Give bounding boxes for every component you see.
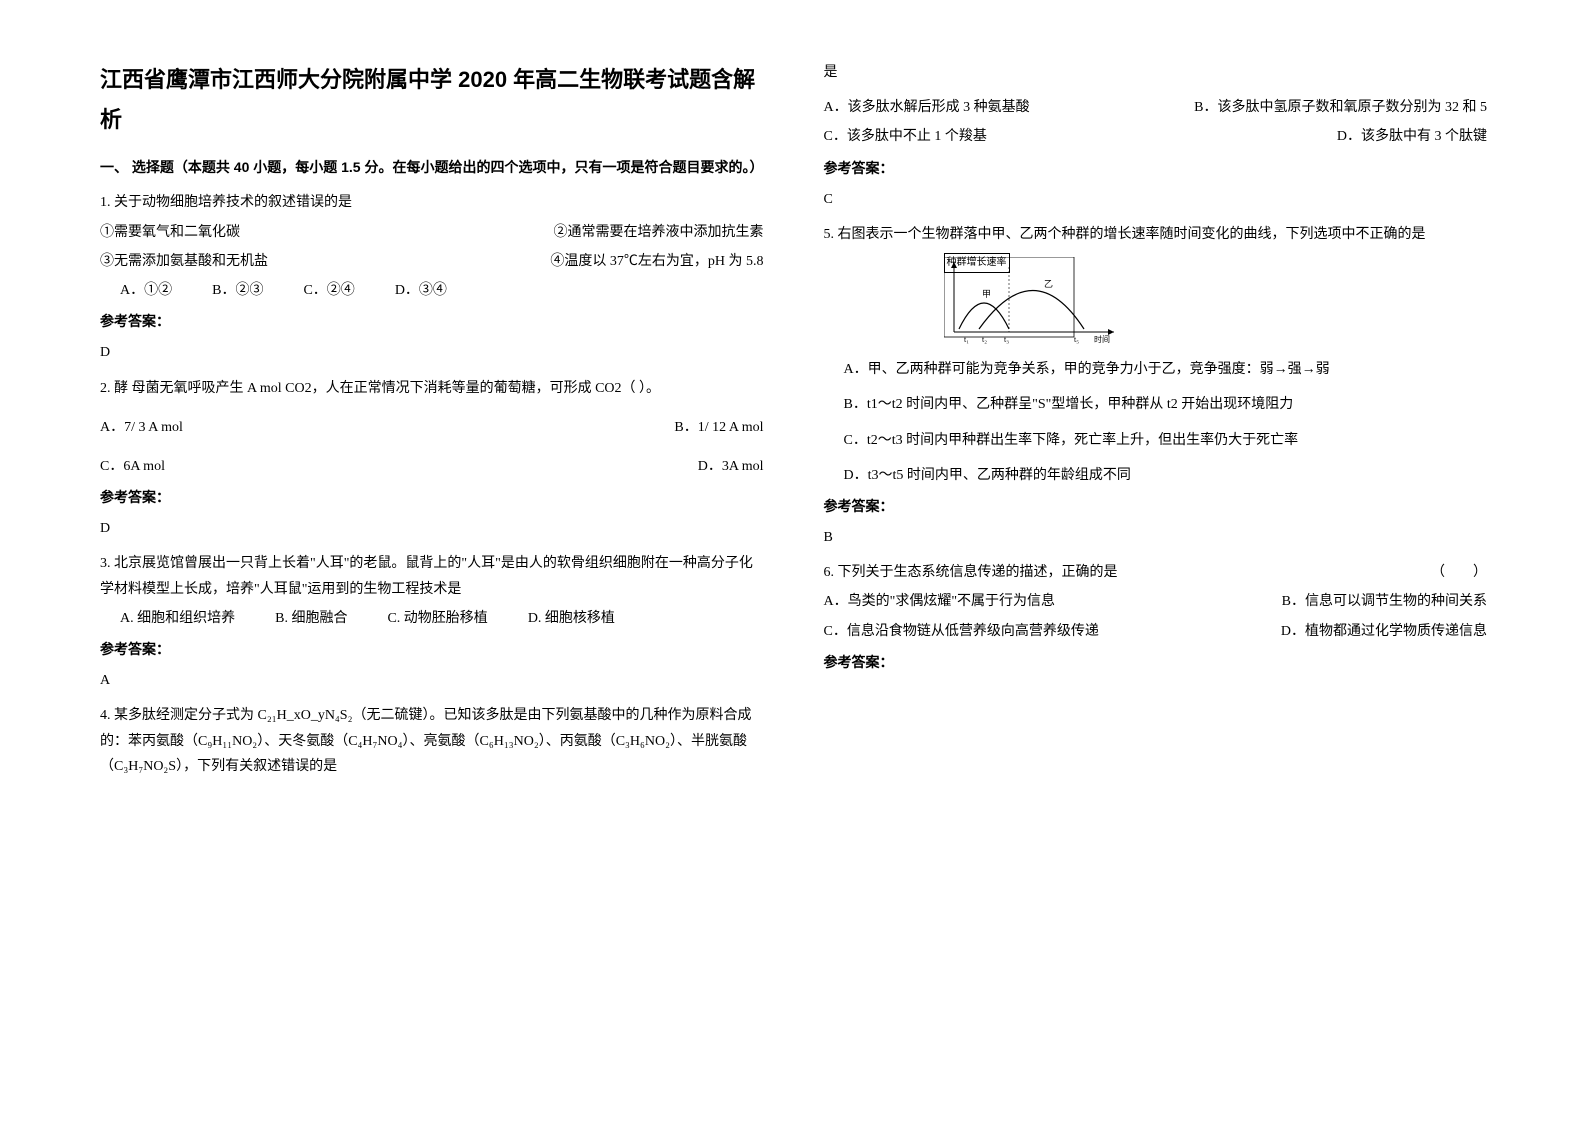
q2-stem: 2. 酵 母菌无氧呼吸产生 A mol CO2，人在正常情况下消耗等量的葡萄糖，… — [100, 376, 764, 401]
q6-stem: 6. 下列关于生态系统信息传递的描述，正确的是 — [824, 560, 1118, 585]
question-4: 4. 某多肽经测定分子式为 C₂₁H_xO_yN₄S₂（无二硫键）。已知该多肽是… — [100, 703, 764, 779]
q3-option-a: A. 细胞和组织培养 — [120, 606, 235, 631]
q6-option-d: D．植物都通过化学物质传递信息 — [1281, 619, 1487, 644]
growth-rate-chart: 甲 乙 t₁ t₂ t₃ t₅ 时间 种群增长速率 — [944, 257, 1124, 347]
q4-option-a: A．该多肽水解后形成 3 种氨基酸 — [824, 95, 1030, 120]
q5-option-c: C．t2～t3 时间内甲种群出生率下降，死亡率上升，但出生率仍大于死亡率 — [844, 428, 1488, 453]
answer-label: 参考答案： — [824, 650, 1488, 675]
q3-stem: 3. 北京展览馆曾展出一只背上长着"人耳"的老鼠。鼠背上的"人耳"是由人的软骨组… — [100, 551, 764, 601]
q2-answer: D — [100, 516, 764, 541]
answer-label: 参考答案： — [824, 494, 1488, 519]
question-6: 6. 下列关于生态系统信息传递的描述，正确的是 （ ） A．鸟类的"求偶炫耀"不… — [824, 560, 1488, 675]
q1-option-c: C．②④ — [303, 278, 354, 303]
q4-option-c: C．该多肽中不止 1 个羧基 — [824, 124, 987, 149]
q3-option-d: D. 细胞核移植 — [528, 606, 615, 631]
question-3: 3. 北京展览馆曾展出一只背上长着"人耳"的老鼠。鼠背上的"人耳"是由人的软骨组… — [100, 551, 764, 693]
exam-title: 江西省鹰潭市江西师大分院附属中学 2020 年高二生物联考试题含解析 — [100, 60, 764, 139]
q4-option-b: B．该多肽中氢原子数和氧原子数分别为 32 和 5 — [1194, 95, 1487, 120]
answer-label: 参考答案： — [100, 637, 764, 662]
q1-option-d: D．③④ — [395, 278, 447, 303]
q2-option-c: C．6A mol — [100, 454, 165, 479]
answer-label: 参考答案： — [100, 309, 764, 334]
answer-label: 参考答案： — [100, 485, 764, 510]
q6-option-c: C．信息沿食物链从低营养级向高营养级传递 — [824, 619, 1099, 644]
q1-item-1: ①需要氧气和二氧化碳 — [100, 220, 240, 245]
q1-option-b: B．②③ — [212, 278, 263, 303]
q5-option-a: A．甲、乙两种群可能为竞争关系，甲的竞争力小于乙，竞争强度：弱→强→弱 — [844, 357, 1488, 382]
question-5: 5. 右图表示一个生物群落中甲、乙两个种群的增长速率随时间变化的曲线，下列选项中… — [824, 222, 1488, 550]
svg-text:乙: 乙 — [1044, 279, 1053, 289]
q1-answer: D — [100, 340, 764, 365]
q3-option-c: C. 动物胚胎移植 — [387, 606, 487, 631]
right-column: 是 A．该多肽水解后形成 3 种氨基酸 B．该多肽中氢原子数和氧原子数分别为 3… — [824, 60, 1488, 1062]
q5-answer: B — [824, 525, 1488, 550]
q2-option-b: B．1/ 12 A mol — [674, 415, 763, 440]
q4-option-d: D．该多肽中有 3 个肽键 — [1337, 124, 1487, 149]
q1-item-4: ④温度以 37℃左右为宜，pH 为 5.8 — [550, 249, 763, 274]
svg-text:时间: 时间 — [1094, 334, 1110, 344]
q1-stem: 1. 关于动物细胞培养技术的叙述错误的是 — [100, 190, 764, 215]
q4-cont-tail: 是 — [824, 60, 1488, 85]
q5-stem: 5. 右图表示一个生物群落中甲、乙两个种群的增长速率随时间变化的曲线，下列选项中… — [824, 222, 1488, 247]
q4-answer: C — [824, 187, 1488, 212]
q1-option-a: A．①② — [120, 278, 172, 303]
q2-option-d: D．3A mol — [698, 454, 764, 479]
left-column: 江西省鹰潭市江西师大分院附属中学 2020 年高二生物联考试题含解析 一、 选择… — [100, 60, 764, 1062]
q3-answer: A — [100, 668, 764, 693]
section-1-head: 一、 选择题（本题共 40 小题，每小题 1.5 分。在每小题给出的四个选项中，… — [100, 155, 764, 180]
q4-stem: 4. 某多肽经测定分子式为 C₂₁H_xO_yN₄S₂（无二硫键）。已知该多肽是… — [100, 703, 764, 779]
chart-ylabel: 种群增长速率 — [944, 253, 1010, 273]
answer-label: 参考答案： — [824, 156, 1488, 181]
svg-text:t₅: t₅ — [1074, 335, 1079, 344]
q6-blank: （ ） — [1431, 560, 1487, 585]
svg-text:甲: 甲 — [982, 289, 991, 299]
q2-option-a: A．7/ 3 A mol — [100, 415, 183, 440]
svg-text:t₁: t₁ — [964, 335, 969, 344]
question-1: 1. 关于动物细胞培养技术的叙述错误的是 ①需要氧气和二氧化碳 ②通常需要在培养… — [100, 190, 764, 365]
q1-item-2: ②通常需要在培养液中添加抗生素 — [554, 220, 764, 245]
q1-item-3: ③无需添加氨基酸和无机盐 — [100, 249, 268, 274]
q6-option-a: A．鸟类的"求偶炫耀"不属于行为信息 — [824, 589, 1056, 614]
svg-text:t₃: t₃ — [1004, 335, 1009, 344]
question-2: 2. 酵 母菌无氧呼吸产生 A mol CO2，人在正常情况下消耗等量的葡萄糖，… — [100, 376, 764, 542]
q3-option-b: B. 细胞融合 — [275, 606, 347, 631]
q5-option-d: D．t3～t5 时间内甲、乙两种群的年龄组成不同 — [844, 463, 1488, 488]
q5-option-b: B．t1～t2 时间内甲、乙种群呈"S"型增长，甲种群从 t2 开始出现环境阻力 — [844, 392, 1488, 417]
svg-text:t₂: t₂ — [982, 335, 987, 344]
q6-option-b: B．信息可以调节生物的种间关系 — [1282, 589, 1487, 614]
